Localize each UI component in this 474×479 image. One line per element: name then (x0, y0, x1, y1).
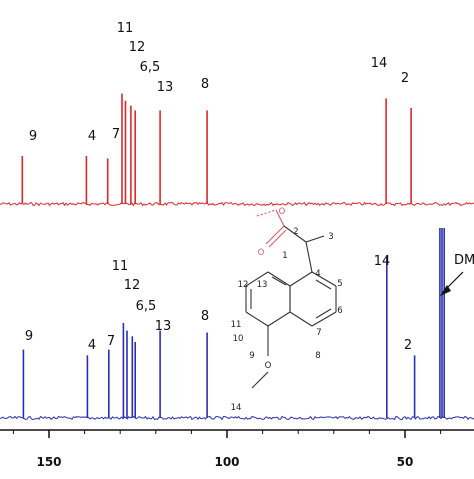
ring-b-double-2 (271, 276, 287, 286)
atom-number-7: 7 (316, 328, 321, 338)
atom-number-4: 4 (315, 269, 320, 279)
ester-oxygen: O (279, 207, 286, 217)
bottom-label-6-5: 6,5 (136, 299, 157, 314)
o-c-bond (275, 209, 285, 227)
dm-label: DM (454, 253, 474, 268)
top-label-12: 12 (129, 40, 146, 55)
x-tick-label-50: 50 (397, 455, 414, 469)
solvent-annotation: DM (440, 253, 474, 296)
x-tick-label-100: 100 (214, 455, 239, 469)
top-label-11: 11 (117, 21, 134, 36)
bottom-spectrum (0, 228, 474, 421)
top-label-14: 14 (371, 56, 388, 71)
atom-number-9: 9 (249, 351, 254, 361)
top-label-2: 2 (401, 71, 409, 86)
bottom-label-9: 9 (25, 329, 33, 344)
c2-c4-bond (305, 241, 313, 273)
atom-number-13: 13 (257, 280, 268, 290)
atom-number-14: 14 (231, 403, 242, 413)
top-label-6-5: 6,5 (140, 60, 161, 75)
atom-number-1: 1 (282, 251, 287, 261)
o-c14-bond (251, 371, 269, 389)
atom-number-11: 11 (231, 320, 242, 330)
ring-a-double-2 (315, 308, 332, 319)
atom-number-6: 6 (337, 306, 342, 316)
top-label-8: 8 (201, 77, 209, 92)
ring-a-bond (311, 271, 337, 287)
atom-number-12: 12 (238, 280, 249, 290)
bottom-label-8: 8 (201, 309, 209, 324)
top-label-4: 4 (88, 129, 96, 144)
top-label-9: 9 (29, 129, 37, 144)
carbonyl-bond-2 (268, 229, 287, 248)
bottom-label-13: 13 (155, 319, 172, 334)
bottom-label-4: 4 (88, 338, 96, 353)
bottom-label-7: 7 (107, 334, 115, 349)
top-label-13: 13 (157, 80, 174, 95)
top-spectrum (0, 93, 474, 207)
ring-a-double (315, 279, 332, 290)
atom-number-3: 3 (328, 232, 333, 242)
methoxy-oxygen: O (265, 361, 272, 371)
atom-number-8: 8 (315, 351, 320, 361)
x-tick-label-150: 150 (36, 455, 61, 469)
ring-a-bond (289, 271, 313, 287)
c2-c3-bond (305, 235, 325, 243)
atom-number-5: 5 (337, 279, 342, 289)
atom-number-2: 2 (293, 227, 298, 237)
dm-arrow-head (440, 285, 451, 296)
ring-b-bond (245, 271, 269, 287)
bottom-label-14: 14 (374, 254, 391, 269)
ring-b-bond (245, 311, 269, 327)
top-label-7: 7 (112, 127, 120, 142)
carbonyl-bond (265, 225, 285, 245)
x-axis: 150 100 50 (0, 429, 474, 469)
c1-c2-bond (283, 225, 307, 243)
top-baseline (0, 201, 474, 207)
carbonyl-oxygen: O (258, 248, 265, 258)
bottom-label-2: 2 (404, 338, 412, 353)
ring-b-bond (267, 311, 291, 327)
atom-number-10: 10 (233, 334, 244, 344)
bottom-label-11: 11 (112, 259, 129, 274)
bottom-label-12: 12 (124, 278, 141, 293)
dashed-bond (256, 209, 277, 217)
ring-a-bond (289, 311, 313, 327)
bottom-baseline (0, 415, 474, 421)
ring-b-bond (267, 271, 291, 287)
ring-a-bond (311, 311, 337, 327)
